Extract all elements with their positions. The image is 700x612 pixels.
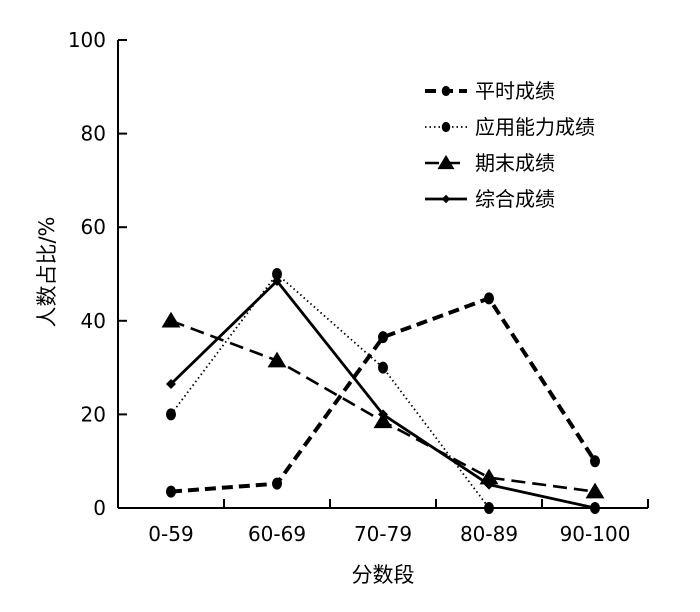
legend-label: 应用能力成绩 [475,115,595,139]
legend-label: 平时成绩 [475,79,555,103]
x-tick-label: 90-100 [560,522,631,546]
series-1-point [272,477,282,490]
series-2-point [166,408,176,421]
series-2-point [272,268,282,280]
y-tick-label: 100 [68,28,106,52]
y-tick-label: 60 [81,215,106,239]
series-4-point [590,503,600,513]
series-1-point [484,292,494,305]
x-tick-label: 0-59 [148,522,193,546]
legend-item: 平时成绩 [425,79,555,103]
y-ticks: 0 20 40 60 80 100 [68,28,127,520]
y-axis-title: 人数占比/% [35,216,59,327]
series-3-point [585,482,605,499]
series-4-line [170,279,596,510]
series-3-point [161,311,181,328]
y-axis: 0 20 40 60 80 100 [68,28,127,520]
y-tick-label: 20 [81,402,106,426]
legend-label: 期末成绩 [475,151,555,175]
x-ticks: 0-59 60-69 70-79 80-89 90-100 [148,499,649,546]
legend-swatch-marker [441,85,451,97]
series-1-point [378,331,388,344]
x-tick-label: 60-69 [248,522,306,546]
series-1-point [166,485,176,498]
legend-item: 期末成绩 [425,151,555,175]
series-4-point [484,479,494,490]
series-4-point [378,409,388,420]
legend-swatch-marker [441,194,451,204]
y-tick-label: 80 [81,122,106,146]
series-1-line [170,296,597,494]
series-2-point [484,502,494,514]
series-4-point [166,378,176,389]
series-layer [161,268,605,514]
series-2-line [170,273,595,509]
x-axis: 0-59 60-69 70-79 80-89 90-100 [118,499,649,546]
series-1 [166,292,600,498]
legend-swatch-marker [437,154,455,170]
series-3-point [267,351,287,368]
legend-swatch-marker [441,121,451,133]
series-4 [166,276,600,513]
y-tick-label: 40 [81,309,106,333]
legend-item: 应用能力成绩 [425,115,595,139]
legend-item: 综合成绩 [425,187,555,211]
y-tick-label: 0 [93,496,106,520]
legend-label: 综合成绩 [475,187,555,211]
series-4-point [272,276,282,287]
series-3-line [170,319,596,493]
series-1-point [590,455,600,468]
x-tick-label: 80-89 [460,522,518,546]
x-axis-title: 分数段 [352,563,415,587]
x-tick-label: 70-79 [354,522,412,546]
series-2-point [378,361,388,374]
series-2 [166,268,600,514]
series-3-point [373,412,393,429]
